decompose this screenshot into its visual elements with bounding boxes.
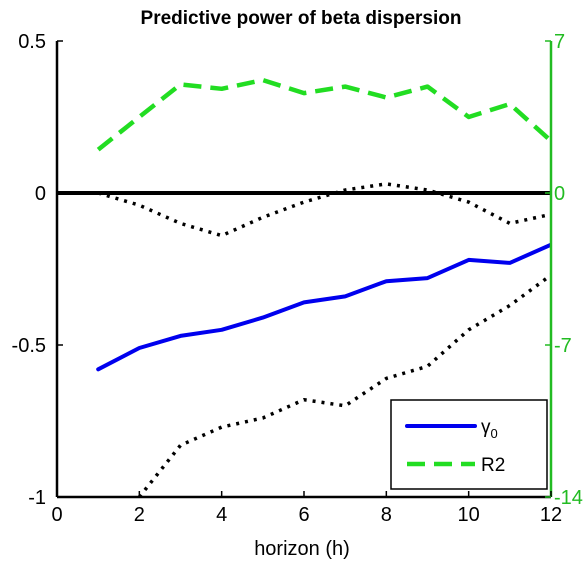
legend: γ0 R2 [390, 399, 548, 490]
y2-tick-label: 7 [554, 31, 565, 53]
plot-area [57, 77, 551, 497]
x-axis-label: horizon (h) [254, 538, 350, 560]
y-tick-label: -0.5 [12, 335, 46, 357]
y2-tick-label: -14 [554, 487, 583, 509]
x-tick-label: 4 [216, 504, 227, 526]
r2-line [96, 77, 551, 152]
legend-r2-label: R2 [481, 455, 505, 476]
x-tick-label: 12 [540, 504, 562, 526]
y2-tick-label: 0 [554, 183, 565, 205]
legend-box [390, 399, 548, 490]
legend-label-text: γ [481, 417, 491, 438]
legend-label-subscript: 0 [491, 426, 498, 441]
axes: 0 2 4 6 8 10 12 0.5 0 -0.5 -1 7 0 -7 -14 [12, 31, 583, 526]
y-tick-label: 0 [35, 183, 46, 205]
gamma0-line [96, 242, 551, 372]
legend-gamma0-label: γ0 [481, 417, 498, 441]
x-tick-label: 6 [298, 504, 309, 526]
x-tick-label: 8 [381, 504, 392, 526]
x-tick-label: 2 [134, 504, 145, 526]
x-tick-label: 10 [458, 504, 480, 526]
y2-tick-label: -7 [554, 335, 572, 357]
y-tick-label: -1 [28, 487, 46, 509]
y-tick-label: 0.5 [18, 31, 46, 53]
legend-label-text: R2 [481, 455, 505, 476]
chart-title: Predictive power of beta dispersion [141, 8, 462, 29]
x-tick-label: 0 [51, 504, 62, 526]
upper-band-line [97, 182, 551, 238]
